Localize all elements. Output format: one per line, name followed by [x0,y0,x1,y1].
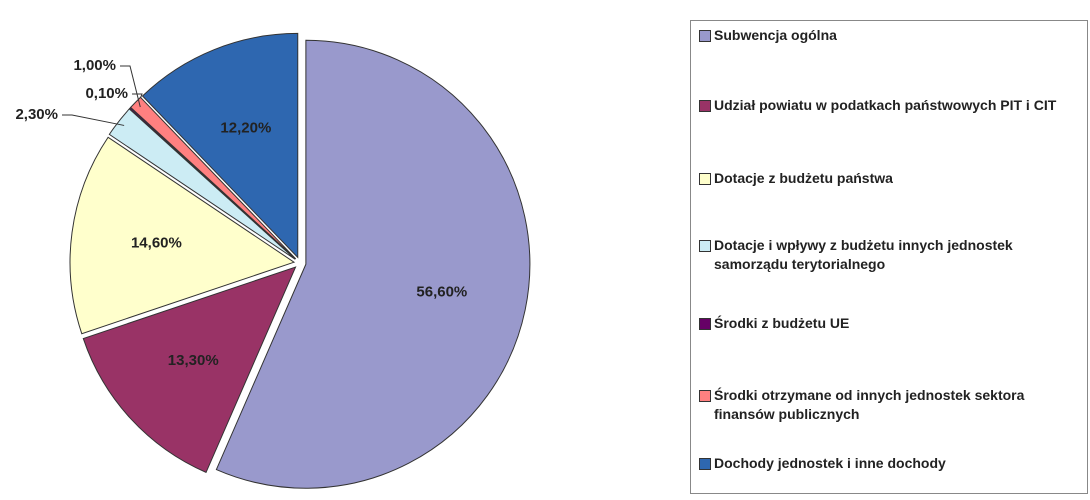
legend: Subwencja ogólna Udział powiatu w podatka… [690,20,1088,494]
pie-slice [215,39,531,489]
data-label: 1,00% [73,57,116,74]
leader-line [120,65,141,108]
data-label: 2,30% [15,106,58,123]
legend-label: Dotacje z budżetu państwa [714,170,893,186]
legend-item: Dotacje i wpływy z budżetu innych jednos… [699,236,1079,274]
chart: 56,60% 13,30% 14,60% 2,30% 0,10% 1,00% 12,20% [15,32,531,489]
legend-label: Subwencja ogólna [714,27,837,43]
pie-slice [69,136,296,335]
legend-item: Dochody jednostek i inne dochody [699,454,1079,473]
data-label: 56,60% [416,284,467,301]
legend-swatch [699,173,711,185]
legend-label: Dotacje i wpływy z budżetu innych jednos… [714,237,1013,272]
legend-label: Środki otrzymane od innych jednostek sek… [714,387,1025,422]
legend-item: Środki z budżetu UE [699,314,1079,333]
legend-swatch [699,240,711,252]
legend-swatch [699,30,711,42]
data-label: 13,30% [168,352,219,369]
pie-slice [82,266,297,474]
legend-item: Udział powiatu w podatkach państwowych P… [699,96,1079,115]
legend-swatch [699,458,711,470]
legend-label: Udział powiatu w podatkach państwowych P… [714,97,1057,113]
data-label: 0,10% [85,85,128,102]
legend-item: Dotacje z budżetu państwa [699,169,1079,188]
legend-swatch [699,100,711,112]
pie-slice [141,32,299,259]
data-label: 14,60% [131,235,182,252]
legend-item: Subwencja ogólna [699,26,1079,45]
pie-slice [129,96,297,260]
legend-swatch [699,390,711,402]
legend-label: Dochody jednostek i inne dochody [714,455,946,471]
leader-line [62,114,125,126]
legend-item: Środki otrzymane od innych jednostek sek… [699,386,1079,424]
legend-label: Środki z budżetu UE [714,315,850,331]
data-label: 12,20% [220,120,271,137]
legend-swatch [699,318,711,330]
